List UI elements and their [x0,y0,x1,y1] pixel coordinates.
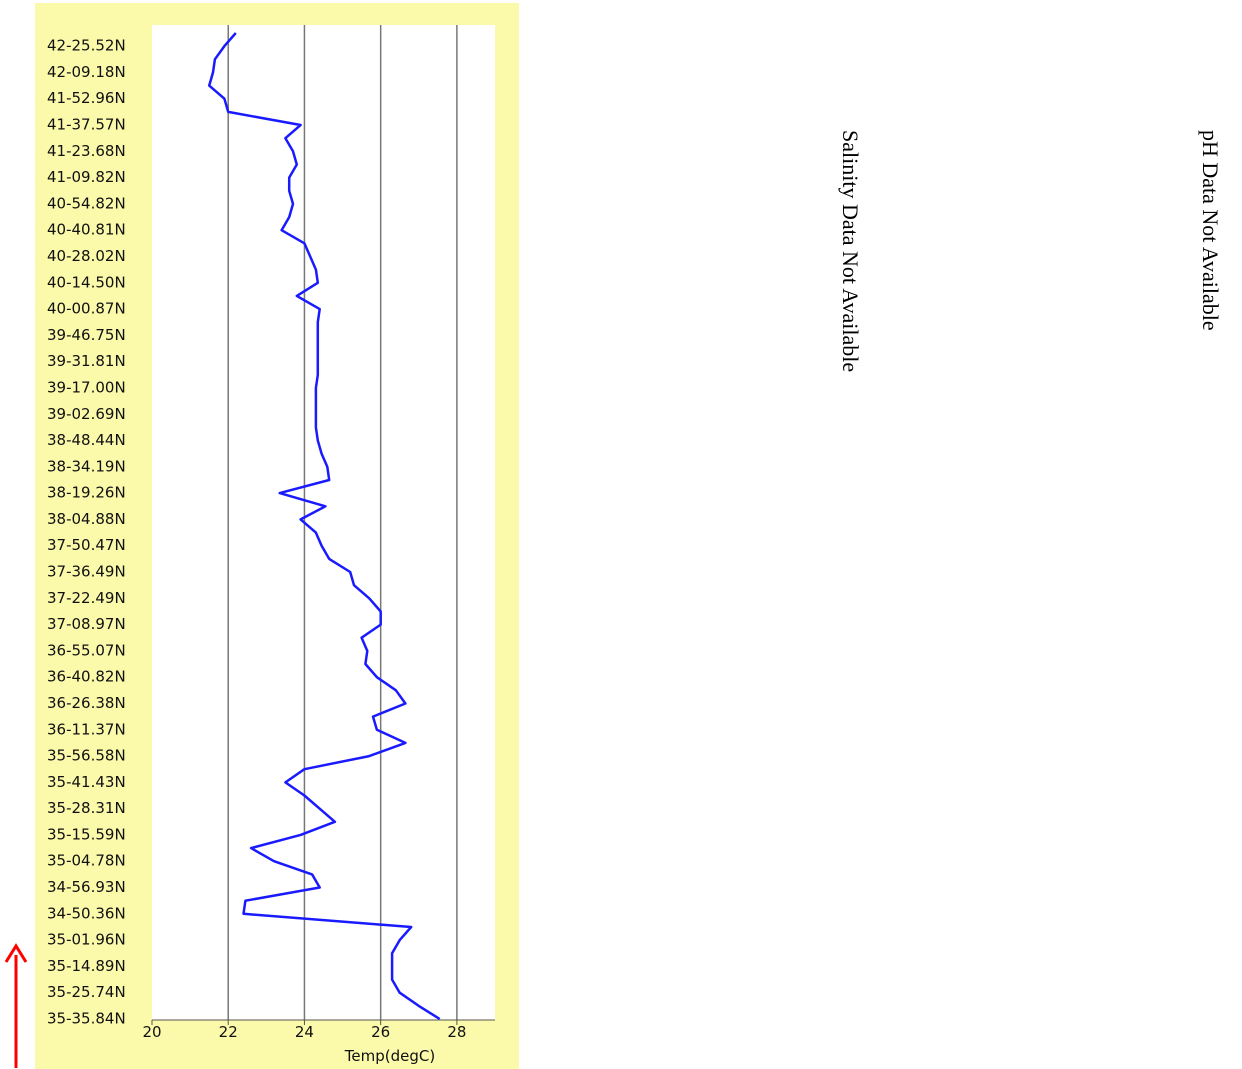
y-tick-label: 41-09.82N [47,168,126,186]
y-tick-label: 42-09.18N [47,63,126,81]
y-tick-label: 35-35.84N [47,1010,126,1028]
y-tick-label: 35-01.96N [47,931,126,949]
y-tick-label: 37-08.97N [47,615,126,633]
y-tick-label: 35-15.59N [47,825,126,843]
arrow [4,943,28,1068]
y-tick-label: 39-46.75N [47,326,126,344]
x-tick-label: 20 [142,1023,161,1041]
x-tick-label: 26 [371,1023,390,1041]
plot-area [152,25,495,1020]
y-tick-label: 37-36.49N [47,563,126,581]
y-tick-label: 40-14.50N [47,273,126,291]
y-tick-label: 42-25.52N [47,37,126,55]
note: pH Data Not Available [1198,130,1223,331]
y-tick-label: 35-04.78N [47,852,126,870]
y-tick-label: 36-11.37N [47,720,126,738]
data-line [207,32,441,1021]
x-tick-label: 24 [295,1023,314,1041]
y-tick-label: 34-50.36N [47,904,126,922]
y-tick-label: 40-00.87N [47,300,126,318]
y-tick-label: 38-34.19N [47,457,126,475]
y-tick-label: 35-28.31N [47,799,126,817]
y-tick-label: 36-55.07N [47,641,126,659]
y-tick-label: 39-31.81N [47,352,126,370]
y-tick-label: 35-14.89N [47,957,126,975]
y-tick-label: 35-56.58N [47,747,126,765]
y-tick-label: 38-19.26N [47,484,126,502]
x-tick-label: 28 [447,1023,466,1041]
x-tick-label: 22 [219,1023,238,1041]
note: Salinity Data Not Available [838,130,863,372]
y-tick-label: 36-26.38N [47,694,126,712]
y-tick-label: 41-52.96N [47,89,126,107]
y-tick-label: 35-41.43N [47,773,126,791]
x-axis-label: Temp(degC) [344,1047,435,1065]
y-tick-label: 34-56.93N [47,878,126,896]
y-tick-label: 40-28.02N [47,247,126,265]
y-tick-label: 41-23.68N [47,142,126,160]
y-tick-label: 38-48.44N [47,431,126,449]
y-tick-label: 41-37.57N [47,116,126,134]
y-tick-label: 40-54.82N [47,194,126,212]
y-tick-label: 40-40.81N [47,221,126,239]
y-tick-label: 39-02.69N [47,405,126,423]
y-tick-label: 37-22.49N [47,589,126,607]
y-tick-label: 38-04.88N [47,510,126,528]
y-tick-label: 35-25.74N [47,983,126,1001]
y-tick-label: 37-50.47N [47,536,126,554]
y-tick-label: 36-40.82N [47,668,126,686]
y-tick-label: 39-17.00N [47,378,126,396]
